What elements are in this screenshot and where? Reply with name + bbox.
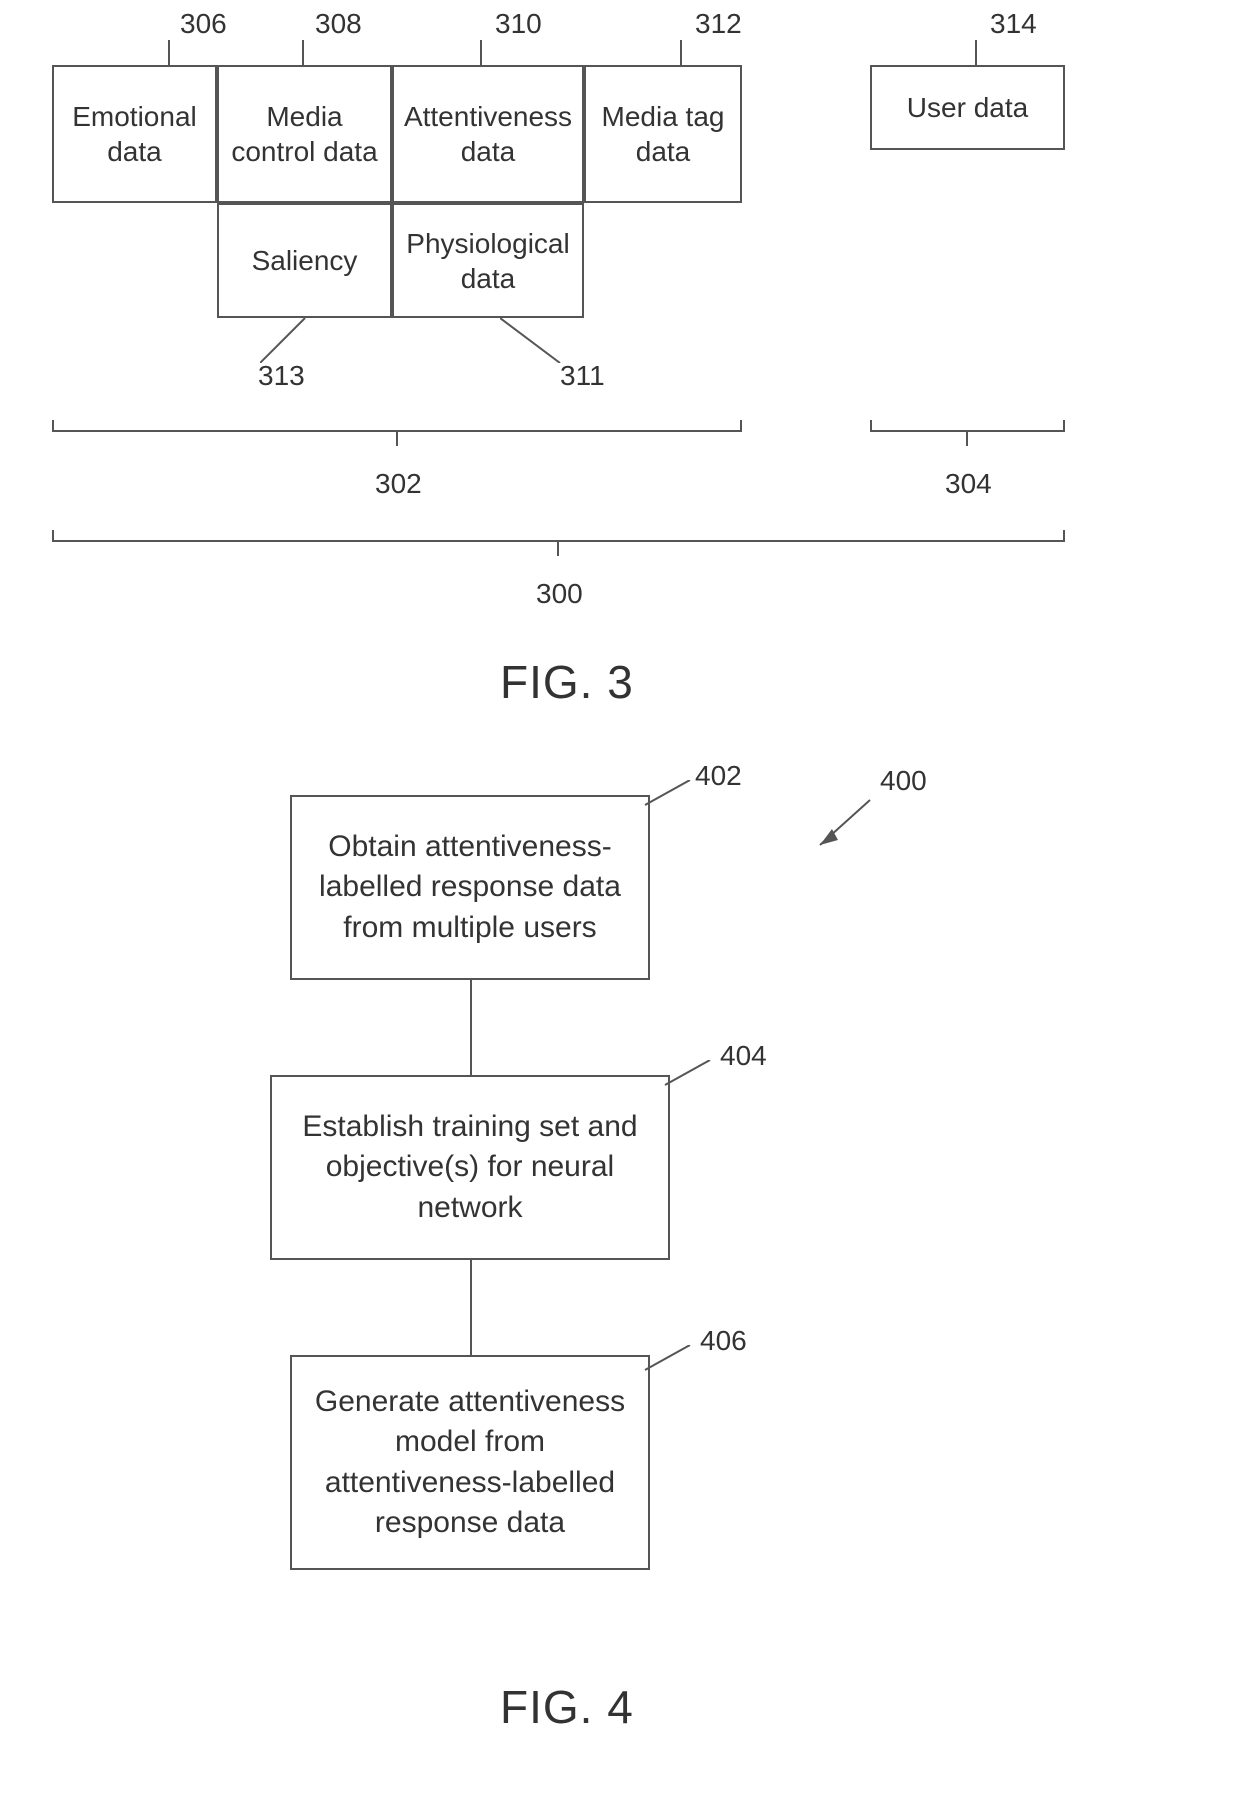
lead-line-308	[302, 40, 304, 65]
box-label: Media control data	[231, 99, 377, 169]
ref-304: 304	[945, 468, 992, 500]
fig3-caption: FIG. 3	[500, 655, 634, 709]
ref-300: 300	[536, 578, 583, 610]
ref-404: 404	[720, 1040, 767, 1072]
ref-314: 314	[990, 8, 1037, 40]
box-physiological-data: Physiological data	[392, 203, 584, 318]
flow-step-1: Obtain attentiveness- labelled response …	[290, 795, 650, 980]
ref-400-arrow	[810, 795, 880, 855]
ref-313: 313	[258, 360, 305, 392]
box-label: User data	[907, 90, 1028, 125]
box-label: Physiological data	[406, 226, 569, 296]
ref-310: 310	[495, 8, 542, 40]
bracket-302-right-tick	[740, 420, 742, 432]
flow-step-3: Generate attentiveness model from attent…	[290, 1355, 650, 1570]
lead-line-404	[660, 1060, 720, 1100]
box-label: Media tag data	[602, 99, 725, 169]
ref-306: 306	[180, 8, 227, 40]
figure-4: 400 Obtain attentiveness- labelled respo…	[0, 720, 1240, 1803]
lead-line-406	[640, 1345, 700, 1385]
diagram-container: 306 308 310 312 314 Emotional data Media…	[0, 0, 1240, 1803]
box-label: Saliency	[252, 243, 358, 278]
flow-step-label: Generate attentiveness model from attent…	[315, 1382, 625, 1544]
figure-3: 306 308 310 312 314 Emotional data Media…	[0, 0, 1240, 720]
ref-311: 311	[560, 360, 605, 392]
box-attentiveness-data: Attentiveness data	[392, 65, 584, 203]
ref-312: 312	[695, 8, 742, 40]
box-emotional-data: Emotional data	[52, 65, 217, 203]
box-label: Emotional data	[72, 99, 197, 169]
box-media-tag-data: Media tag data	[584, 65, 742, 203]
ref-308: 308	[315, 8, 362, 40]
flow-step-2: Establish training set and objective(s) …	[270, 1075, 670, 1260]
bracket-300-center-tick	[557, 542, 559, 556]
ref-402: 402	[695, 760, 742, 792]
flow-step-label: Establish training set and objective(s) …	[302, 1107, 637, 1229]
ref-302: 302	[375, 468, 422, 500]
ref-406: 406	[700, 1325, 747, 1357]
lead-line-306	[168, 40, 170, 65]
connector-1	[470, 980, 472, 1075]
box-user-data: User data	[870, 65, 1065, 150]
ref-400: 400	[880, 765, 927, 797]
box-label: Attentiveness data	[404, 99, 572, 169]
bracket-300-right-tick	[1063, 530, 1065, 542]
lead-line-312	[680, 40, 682, 65]
lead-line-313	[260, 318, 330, 363]
bracket-302-center-tick	[396, 432, 398, 446]
lead-line-314	[975, 40, 977, 65]
box-saliency: Saliency	[217, 203, 392, 318]
bracket-304-right-tick	[1063, 420, 1065, 432]
lead-line-402	[640, 780, 700, 820]
connector-2	[470, 1260, 472, 1355]
flow-step-label: Obtain attentiveness- labelled response …	[319, 827, 621, 949]
fig4-caption: FIG. 4	[500, 1680, 634, 1734]
lead-line-311	[500, 318, 570, 363]
box-media-control-data: Media control data	[217, 65, 392, 203]
bracket-304-center-tick	[966, 432, 968, 446]
lead-line-310	[480, 40, 482, 65]
